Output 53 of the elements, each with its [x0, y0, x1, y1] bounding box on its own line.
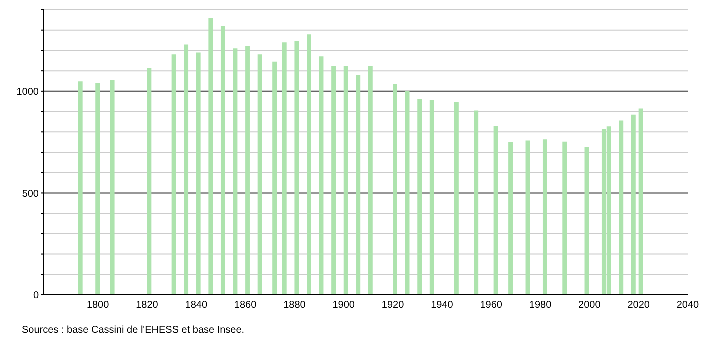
x-tick-label: 1820 — [136, 300, 159, 312]
bar — [638, 108, 644, 295]
bar — [307, 34, 312, 295]
x-tick-label: 1920 — [382, 300, 405, 312]
bar — [494, 126, 498, 295]
bar — [110, 80, 115, 295]
bar — [562, 142, 568, 295]
bar — [418, 98, 422, 295]
bar — [246, 46, 250, 295]
x-tick-label: 1860 — [234, 300, 258, 312]
bar — [172, 54, 176, 295]
x-tick-label: 1800 — [86, 300, 110, 312]
bar — [196, 52, 201, 295]
x-tick-label: 1900 — [332, 300, 356, 312]
x-tick-label: 2000 — [578, 300, 602, 312]
bar — [405, 91, 410, 295]
y-tick-label: 0 — [33, 290, 40, 302]
x-tick-label: 1940 — [431, 300, 454, 312]
x-tick-label: 2020 — [628, 300, 650, 312]
bar — [430, 100, 434, 295]
x-tick-label: 2040 — [676, 300, 700, 312]
bar — [526, 140, 530, 295]
bar — [393, 84, 398, 295]
bar — [542, 140, 548, 295]
x-tick-label: 1960 — [480, 300, 503, 312]
x-tick-label: 1840 — [185, 300, 208, 312]
bar — [208, 18, 214, 295]
bar — [631, 114, 636, 295]
bar — [220, 26, 226, 295]
bar — [294, 40, 300, 295]
bar — [282, 42, 287, 295]
bar — [619, 120, 624, 295]
bar — [454, 102, 459, 295]
x-tick-label: 1880 — [284, 300, 306, 312]
bar — [78, 82, 83, 295]
bar — [474, 110, 479, 295]
bar — [332, 66, 336, 295]
bar — [508, 142, 513, 295]
bar — [368, 66, 373, 295]
y-tick-label: 500 — [22, 188, 40, 200]
x-tick-label: 1980 — [529, 300, 552, 312]
y-tick-label: 1000 — [16, 86, 40, 98]
bar — [258, 54, 262, 295]
bar — [344, 66, 348, 295]
source-note: Sources : base Cassini de l'EHESS et base Insee. — [22, 325, 246, 336]
bar — [147, 68, 152, 295]
bar — [356, 75, 361, 295]
bar — [319, 56, 324, 295]
bar — [584, 147, 590, 295]
bar — [233, 48, 238, 295]
bar — [272, 62, 278, 295]
bar — [184, 44, 189, 295]
bar — [96, 83, 100, 295]
